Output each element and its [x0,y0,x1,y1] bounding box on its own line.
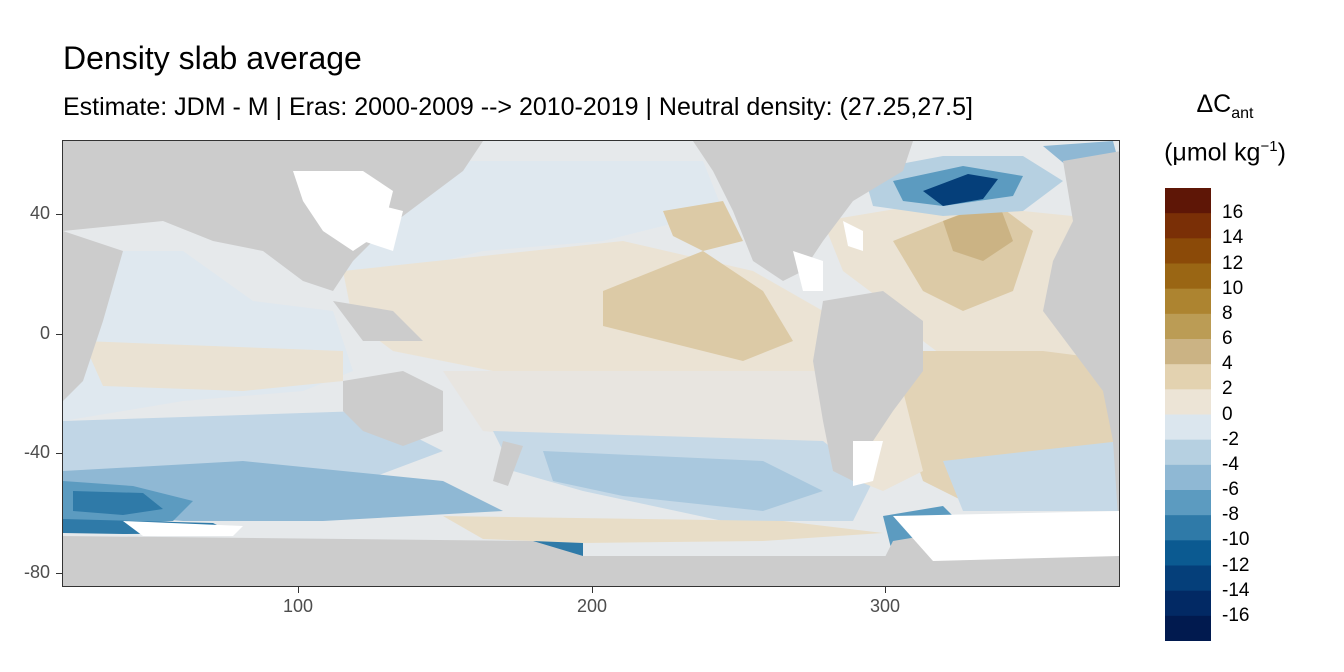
legend-tick-label: 4 [1222,353,1233,375]
ytick-label-40: 40 [29,203,50,223]
legend-swatch [1165,615,1211,641]
legend-tick-label: -4 [1222,453,1239,475]
legend-swatch [1165,540,1211,566]
legend-swatch [1165,188,1211,214]
legend-swatch [1165,490,1211,516]
asia-land [63,141,483,291]
legend-title: ΔCant [1150,90,1300,123]
chart-subtitle: Estimate: JDM - M | Eras: 2000-2009 --> … [63,93,973,121]
legend-swatch [1165,414,1211,441]
legend-swatch [1165,439,1211,466]
legend-swatch [1165,288,1211,315]
antarctica-land-east [63,536,933,586]
xtick-label-100: 100 [282,596,314,616]
legend-tick-label: -14 [1222,579,1250,601]
australia-land [343,371,443,446]
legend-swatch [1165,590,1211,617]
legend-tick-label: 16 [1222,202,1244,224]
land-group [63,141,1119,586]
no-data-east-antarctic [123,521,243,536]
legend-tick-label: 0 [1222,403,1233,425]
legend-tick-label: -2 [1222,428,1239,450]
xtick-label-200: 200 [576,596,608,616]
legend-tick-label: 10 [1222,277,1244,299]
no-data-group [123,171,1119,561]
labrador-sea-deep [923,174,998,206]
legend-swatch [1165,238,1211,264]
no-data-caribbean [843,221,863,251]
southern-indian-deeper [73,491,163,515]
africa-land [63,231,123,401]
xtick-label-300: 300 [869,596,901,616]
legend-swatch [1165,313,1211,340]
ytick-minus80 [56,573,62,574]
legend-tick-label: 14 [1222,227,1244,249]
no-data-weddell [893,511,1119,561]
legend-swatch [1165,515,1211,541]
legend-tick-label: 6 [1222,328,1233,349]
legend-swatch [1165,213,1211,239]
map-panel [62,140,1120,587]
legend-tick-label: 12 [1222,252,1244,274]
xtick-100 [298,587,299,593]
europe-africa-land [1043,151,1119,531]
legend-swatch [1165,389,1211,415]
south-america-land [813,291,923,481]
legend-colorbar [1165,188,1211,641]
legend-title-sub: ant [1231,105,1254,122]
legend-swatch [1165,364,1211,390]
legend-tick-label: 8 [1222,302,1233,324]
legend-swatch [1165,339,1211,365]
no-data-gulf [793,251,823,291]
new-zealand-land [493,441,523,486]
south-atlantic-blue [943,441,1119,511]
legend-unit-sup: −1 [1260,138,1278,155]
no-data-patagonia [853,441,883,486]
north-atlantic-core [943,201,1013,261]
legend-tick-label: -6 [1222,479,1239,500]
ytick-label-0: 0 [39,323,50,343]
ytick-minus40 [56,453,62,454]
legend-unit: (μmol kg−1) [1150,138,1300,167]
north-america-land [693,141,913,281]
legend-unit-open: (μmol kg [1164,138,1261,167]
chart-title: Density slab average [63,40,362,76]
ytick-label-minus80: -80 [23,562,50,582]
legend-tick-label: -10 [1222,529,1250,551]
legend-tick-label: 2 [1222,378,1233,400]
no-data-japan-sea [363,201,403,251]
legend-swatch [1165,263,1211,290]
legend-tick-label: -16 [1222,604,1250,626]
map-heatmap [63,141,1119,586]
legend-unit-close: ) [1277,138,1286,167]
ytick-0 [56,334,62,335]
indonesia-land [333,301,423,341]
xtick-200 [592,587,593,593]
ytick-40 [56,214,62,215]
indian-ocean-band [83,341,343,391]
legend-tick-label: -12 [1222,554,1250,576]
east-pacific-region [603,251,793,361]
xtick-300 [885,587,886,593]
legend-tick-label: -8 [1222,504,1239,526]
legend-swatch [1165,565,1211,592]
pacific-tan-patch [663,201,743,251]
ross-sea-tan [443,516,883,543]
legend-title-main: ΔC [1196,90,1232,118]
legend-swatch [1165,464,1211,491]
south-pacific-mid [543,451,823,511]
ytick-label-minus40: -40 [23,442,50,462]
